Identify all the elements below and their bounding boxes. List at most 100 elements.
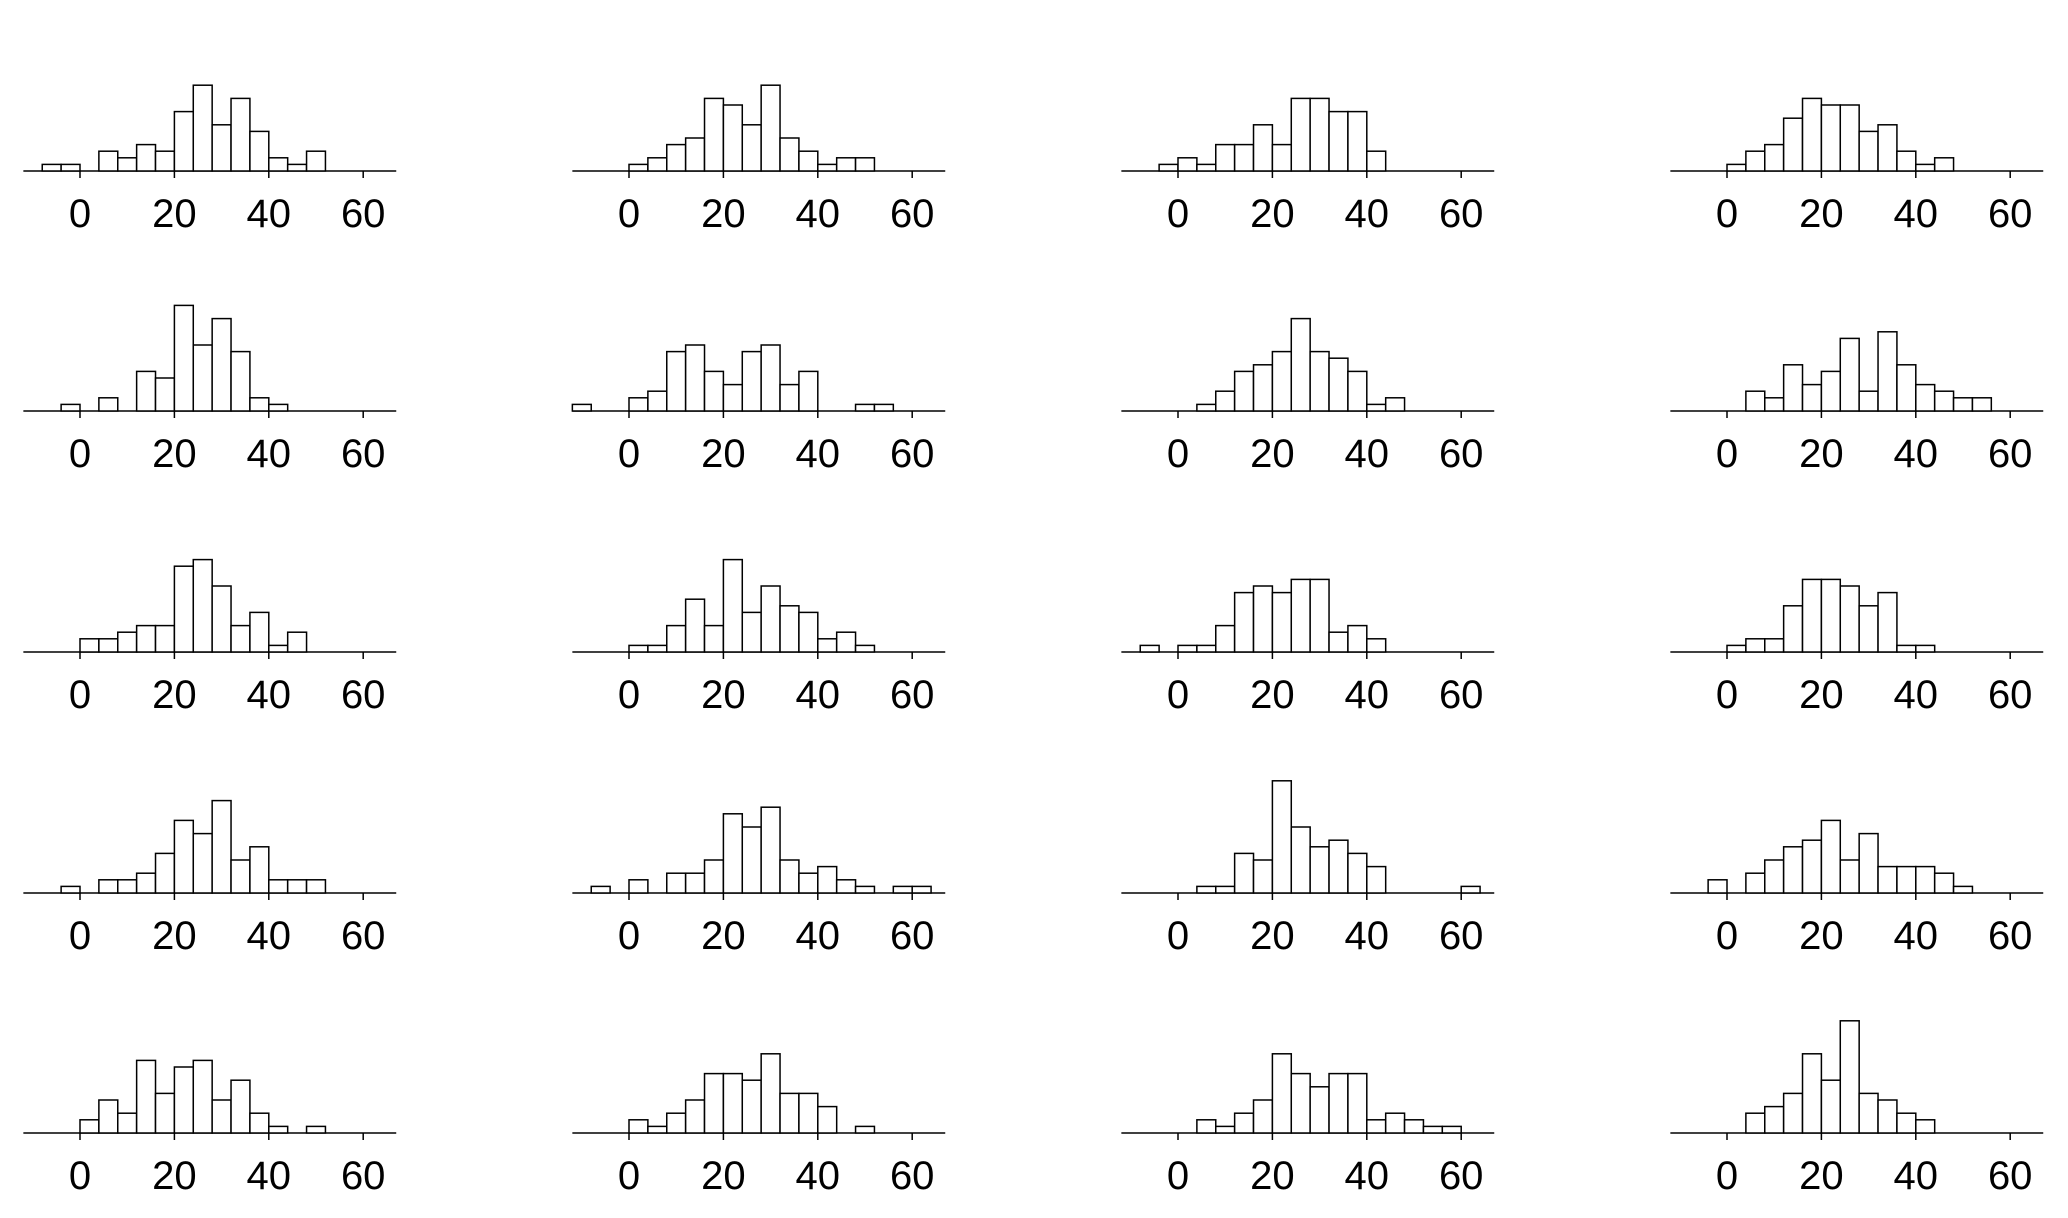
histogram-bar (1196, 163, 1217, 172)
histogram-bar (1896, 150, 1917, 172)
histogram-bar (1801, 383, 1823, 412)
histogram-bar (230, 624, 251, 653)
histogram-bar (211, 1099, 232, 1134)
histogram-bar (1290, 578, 1311, 653)
histogram-bar (173, 565, 195, 653)
histogram-bar (1422, 1125, 1444, 1134)
histogram-bar (1764, 397, 1785, 412)
histogram-bar (79, 1119, 100, 1134)
histogram-bar (1745, 1112, 1766, 1134)
x-tick-label: 20 (701, 673, 746, 717)
x-tick-label: 0 (69, 192, 91, 236)
histogram-bar (798, 872, 819, 894)
histogram-bar (1233, 370, 1255, 412)
x-tick-label: 40 (1345, 914, 1390, 958)
x-tick-label: 20 (152, 914, 197, 958)
histogram-bar (703, 370, 725, 412)
histogram-bar (1933, 157, 1955, 172)
x-tick-label: 60 (1439, 1154, 1484, 1198)
histogram-panel-r5c1: 0 20 40 60 (23, 1059, 397, 1198)
histogram-bar (286, 631, 308, 653)
histogram-bar (1839, 104, 1860, 172)
histogram-bar (1801, 97, 1823, 172)
histogram-bar (135, 872, 157, 894)
histogram-bar (1328, 110, 1349, 172)
histogram-bar (1915, 865, 1936, 894)
histogram-bar (647, 157, 668, 172)
histogram-bar (628, 879, 649, 894)
x-tick-label: 60 (890, 1154, 935, 1198)
histogram-bar (98, 397, 119, 412)
histogram-bar (703, 1072, 725, 1134)
histogram-bar (1858, 605, 1879, 653)
histogram-bar (1403, 1119, 1425, 1134)
histogram-bar (230, 1079, 251, 1134)
histogram-bar (268, 403, 289, 412)
x-tick-label: 60 (1988, 673, 2033, 717)
x-tick-label: 20 (1250, 673, 1295, 717)
histogram-bar (1915, 163, 1936, 172)
histogram-bar (1366, 865, 1387, 894)
histogram-bar (1915, 644, 1936, 653)
histogram-bar (1858, 130, 1879, 172)
histogram-bar (249, 397, 270, 412)
histogram-bar (779, 1092, 800, 1134)
histogram-bar (684, 598, 706, 653)
histogram-bar (684, 1099, 706, 1134)
histogram-bar (1366, 150, 1387, 172)
x-tick-label: 60 (1988, 914, 2033, 958)
histogram-bar (817, 163, 838, 172)
histogram-bar (1139, 644, 1160, 653)
histogram-bar (1952, 885, 1974, 894)
histogram-bar (305, 879, 327, 894)
histogram-bar (1820, 104, 1842, 172)
histogram-bar (628, 1119, 649, 1134)
histogram-bar (1839, 337, 1860, 412)
histogram-panel-r2c4: 0 20 40 60 (1670, 331, 2044, 476)
histogram-bar (911, 885, 932, 894)
histogram-bar (117, 1112, 138, 1134)
histogram-bar (798, 150, 819, 172)
x-tick-label: 20 (701, 1154, 746, 1198)
histogram-bar (1820, 578, 1842, 653)
x-tick-label: 20 (1799, 192, 1844, 236)
histogram-bar (1366, 403, 1387, 412)
x-tick-label: 20 (1250, 432, 1295, 476)
histogram-bar (1366, 638, 1387, 653)
histogram-bar (173, 1066, 195, 1134)
histogram-bar (817, 865, 838, 894)
x-tick-label: 40 (1345, 432, 1390, 476)
histogram-bar (135, 624, 157, 653)
x-tick-label: 40 (1345, 192, 1390, 236)
histogram-bar (722, 383, 744, 412)
histogram-bar (1309, 846, 1330, 894)
histogram-bar (741, 611, 762, 653)
histogram-bar (305, 150, 327, 172)
histogram-bar (1858, 832, 1879, 894)
x-tick-label: 20 (701, 914, 746, 958)
histogram-bar (722, 813, 744, 894)
histogram-bar (1347, 110, 1368, 172)
x-tick-label: 0 (1716, 432, 1738, 476)
x-tick-label: 0 (1167, 914, 1189, 958)
histogram-bar (1252, 364, 1274, 412)
histogram-bar (590, 885, 611, 894)
x-tick-label: 40 (1345, 1154, 1390, 1198)
x-tick-label: 20 (701, 192, 746, 236)
histogram-bar (1877, 331, 1898, 412)
histogram-panel-r4c1: 0 20 40 60 (23, 799, 397, 958)
histogram-bar (854, 403, 876, 412)
histogram-panel-r3c3: 0 20 40 60 (1121, 578, 1495, 717)
x-tick-label: 40 (796, 432, 841, 476)
histogram-bar (249, 130, 270, 172)
histogram-bar (1215, 1125, 1236, 1134)
histogram-bar (117, 157, 138, 172)
histogram-bar (760, 585, 781, 653)
histogram-bar (1271, 780, 1293, 894)
histogram-bar (741, 1079, 762, 1134)
histogram-panel-r4c3: 0 20 40 60 (1121, 780, 1495, 958)
histogram-bar (892, 885, 913, 894)
histogram-bar (211, 317, 232, 412)
histogram-panel-r1c4: 0 20 40 60 (1670, 97, 2044, 236)
histogram-panel-r5c2: 0 20 40 60 (572, 1053, 946, 1198)
